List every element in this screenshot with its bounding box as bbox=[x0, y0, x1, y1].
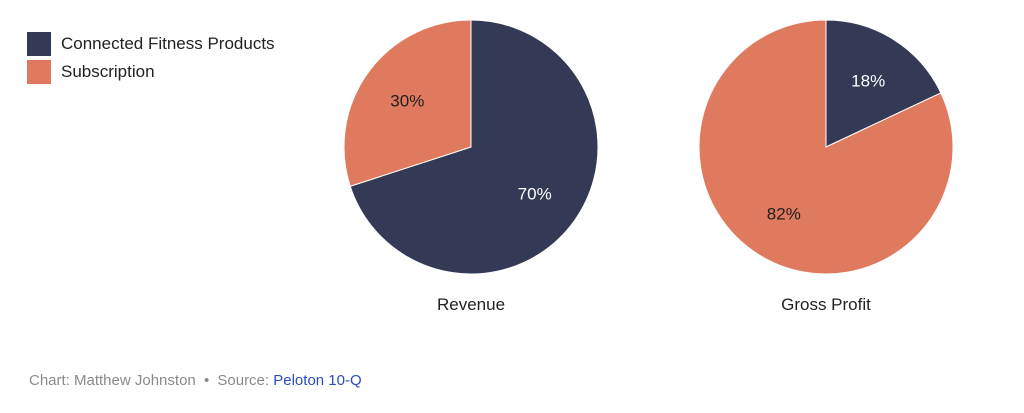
legend-swatch-connected-fitness bbox=[27, 32, 51, 56]
chart-title-revenue: Revenue bbox=[437, 295, 505, 314]
source-link[interactable]: Peloton 10-Q bbox=[273, 372, 362, 389]
chart-title-gross-profit: Gross Profit bbox=[781, 295, 871, 314]
pie-chart-gross-profit: 18% 82% Gross Profit bbox=[698, 19, 954, 314]
data-label-revenue-connected-fitness-products: 70% bbox=[518, 184, 552, 203]
legend-label-subscription: Subscription bbox=[61, 62, 155, 81]
chart-footer: Chart: Matthew Johnston • Source: Peloto… bbox=[29, 372, 362, 389]
legend-item-subscription: Subscription bbox=[27, 58, 275, 86]
legend: Connected Fitness Products Subscription bbox=[27, 30, 275, 86]
legend-label-connected-fitness: Connected Fitness Products bbox=[61, 34, 275, 53]
source-label: Source: bbox=[217, 372, 270, 389]
data-label-revenue-subscription: 30% bbox=[390, 92, 424, 111]
data-label-gross-profit-subscription: 82% bbox=[767, 204, 801, 223]
pie-slice-gross-profit-connected-fitness-products bbox=[825, 19, 942, 148]
pie-slice-gross-profit-subscription bbox=[698, 19, 954, 275]
legend-item-connected-fitness: Connected Fitness Products bbox=[27, 30, 275, 58]
footer-separator: • bbox=[203, 372, 210, 389]
pie-slice-revenue-subscription bbox=[343, 19, 472, 187]
chart-credit: Chart: Matthew Johnston bbox=[29, 372, 196, 389]
pie-chart-revenue: 70% 30% Revenue bbox=[343, 19, 599, 314]
data-label-gross-profit-connected-fitness-products: 18% bbox=[851, 72, 885, 91]
pie-slice-revenue-connected-fitness-products bbox=[349, 19, 599, 275]
legend-swatch-subscription bbox=[27, 60, 51, 84]
